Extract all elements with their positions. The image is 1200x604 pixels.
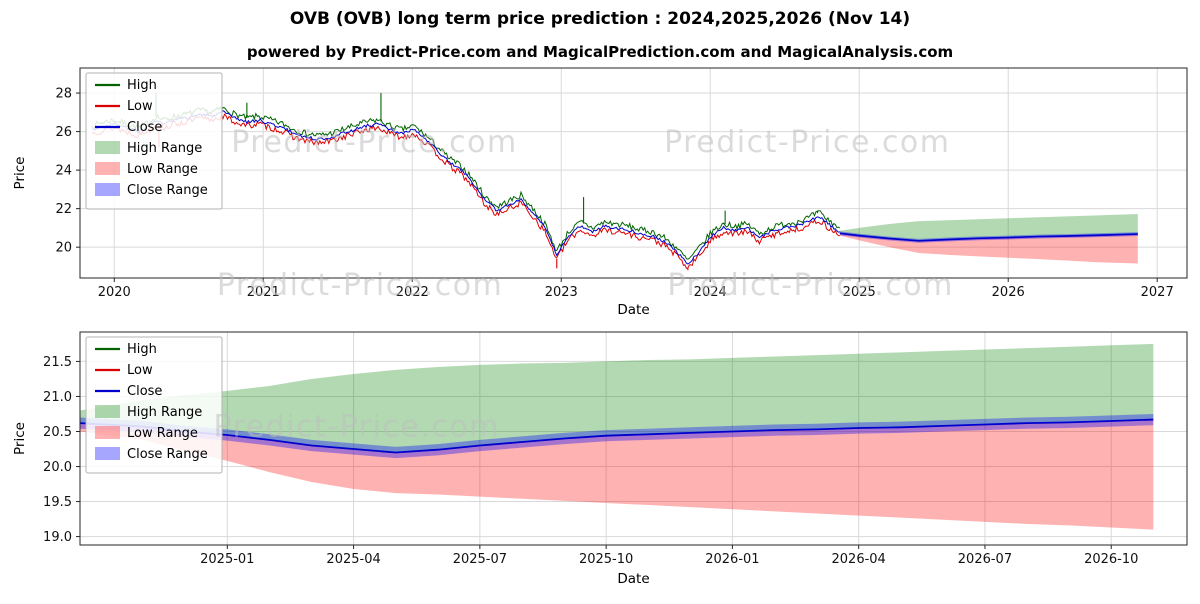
- svg-text:Low: Low: [127, 99, 153, 114]
- y-axis-label: Price: [12, 422, 28, 455]
- svg-text:Low Range: Low Range: [127, 426, 198, 441]
- svg-text:2024: 2024: [694, 285, 727, 300]
- high-range-band: [839, 214, 1138, 241]
- x-axis-label: Date: [617, 571, 649, 587]
- svg-text:2026-10: 2026-10: [1084, 552, 1138, 567]
- svg-text:20.0: 20.0: [43, 460, 72, 475]
- svg-text:Close Range: Close Range: [127, 447, 208, 462]
- watermark: Predict-Price.com: [664, 125, 950, 160]
- top-chart-svg: 2020 2021 2022 2023 2024 2025 2026 202720222426…: [12, 67, 1188, 318]
- bottom-chart-svg: 2025-01 2025-04 2025-07 2025-10 2026-01 2026-…: [12, 331, 1188, 587]
- svg-text:High: High: [127, 342, 157, 357]
- top-chart: 2020 2021 2022 2023 2024 2025 2026 2027 20 22 24 26…: [0, 60, 1200, 322]
- svg-text:19.0: 19.0: [43, 530, 72, 545]
- svg-text:2020: 2020: [98, 285, 131, 300]
- svg-text:2021: 2021: [247, 285, 280, 300]
- watermark: Predict-Price.com: [667, 268, 953, 303]
- svg-text:2026-04: 2026-04: [832, 552, 886, 567]
- svg-text:2026-01: 2026-01: [705, 552, 759, 567]
- svg-text:28: 28: [55, 87, 72, 102]
- svg-text:24: 24: [55, 164, 72, 179]
- y-axis-label: Price: [12, 157, 28, 190]
- y-axis-ticks: 20 22 24 26 28: [55, 87, 80, 256]
- svg-text:2025-01: 2025-01: [200, 552, 254, 567]
- svg-text:2025-07: 2025-07: [453, 552, 507, 567]
- forecast-close-line: [839, 232, 1138, 242]
- svg-text:High: High: [127, 78, 157, 93]
- svg-text:22: 22: [55, 202, 72, 217]
- svg-text:21.5: 21.5: [43, 355, 72, 370]
- legend: High Low Close High Range Low Range Close Ran…: [85, 72, 223, 210]
- svg-text:20: 20: [55, 241, 72, 256]
- grid: [80, 332, 1187, 545]
- svg-text:2027: 2027: [1141, 285, 1174, 300]
- watermark: Predict-Price.com: [231, 125, 517, 160]
- legend: High Low Close High Range Low Range Close Ran…: [85, 336, 223, 474]
- svg-text:2022: 2022: [396, 285, 429, 300]
- bottom-chart: 2025-01 2025-04 2025-07 2025-10 2026-01 2026-…: [0, 318, 1200, 604]
- watermark: Predict-Price.com: [214, 409, 500, 444]
- y-axis-ticks: 19.0 19.5 20.0 20.5 21.0 21.5: [43, 355, 80, 545]
- x-axis-label: Date: [617, 302, 649, 318]
- svg-text:2023: 2023: [545, 285, 578, 300]
- svg-text:Close Range: Close Range: [127, 183, 208, 198]
- x-axis-ticks: 2025-01 2025-04 2025-07 2025-10 2026-01 2026-…: [200, 545, 1138, 567]
- chart-subtitle: powered by Predict-Price.com and Magical…: [246, 43, 954, 61]
- svg-text:26: 26: [55, 125, 72, 140]
- watermark: Predict-Price.com: [217, 268, 503, 303]
- x-axis-ticks: 2020 2021 2022 2023 2024 2025 2026 2027: [98, 278, 1174, 300]
- svg-text:Close: Close: [127, 120, 162, 135]
- low-range-band: [80, 419, 1154, 530]
- svg-text:Low: Low: [127, 363, 153, 378]
- svg-text:High Range: High Range: [127, 141, 202, 156]
- forecast-close-line: [79, 418, 1154, 454]
- svg-text:Close: Close: [127, 384, 162, 399]
- svg-text:20.5: 20.5: [43, 425, 72, 440]
- svg-text:19.5: 19.5: [43, 495, 72, 510]
- svg-text:2026: 2026: [992, 285, 1025, 300]
- svg-text:2025-04: 2025-04: [326, 552, 380, 567]
- svg-text:2026-07: 2026-07: [958, 552, 1012, 567]
- high-range-band: [80, 343, 1154, 453]
- svg-text:Low Range: Low Range: [127, 162, 198, 177]
- svg-text:High Range: High Range: [127, 405, 202, 420]
- svg-text:2025-10: 2025-10: [579, 552, 633, 567]
- svg-text:2025: 2025: [843, 285, 876, 300]
- chart-title: OVB (OVB) long term price prediction : 2…: [289, 9, 911, 29]
- svg-text:21.0: 21.0: [43, 390, 72, 405]
